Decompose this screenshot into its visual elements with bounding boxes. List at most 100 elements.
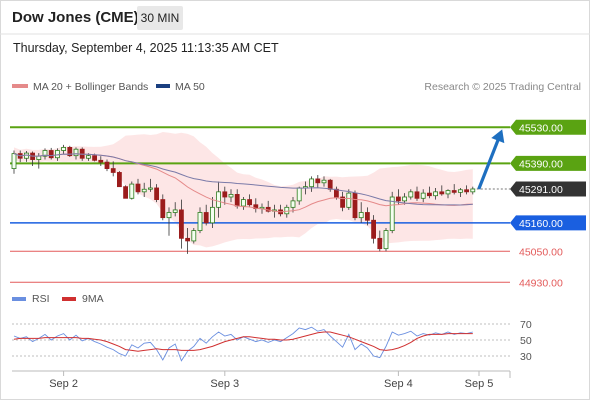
chart-header: Dow Jones (CME) 30 MIN (0, 0, 590, 34)
ma9-legend-swatch (62, 297, 76, 301)
x-tick-label: Sep 4 (384, 378, 413, 390)
candle-body (55, 150, 60, 159)
rsi-level-label: 70 (520, 319, 532, 331)
ma50-line (13, 153, 473, 206)
candle-body (364, 212, 370, 221)
candle-body (439, 191, 445, 195)
candle-body (383, 230, 389, 250)
candle-body (216, 191, 222, 208)
candle-body (166, 212, 172, 219)
candle-body (222, 191, 228, 198)
candle-body (61, 146, 66, 151)
candle-body (377, 237, 383, 250)
candle-body (160, 199, 166, 219)
candle-body (92, 155, 97, 161)
candle-body (67, 146, 73, 157)
rsi-level-label: 30 (520, 351, 532, 363)
candle-body (209, 206, 215, 224)
instrument-title: Dow Jones (CME) (12, 9, 139, 26)
candle-body (340, 196, 346, 208)
level-tags: 45530.00 45390.00 45291.00 45160.00 45050.00… (510, 119, 586, 289)
ma9-legend-label: 9MA (82, 293, 104, 305)
x-tick-label: Sep 3 (210, 378, 239, 390)
timeframe-badge[interactable]: 30 MIN (137, 6, 183, 30)
candle-body (129, 183, 135, 199)
level-tag-label: 44930.00 (519, 277, 563, 289)
candle-body (178, 209, 184, 239)
candle-body (191, 230, 197, 242)
candle-body (464, 189, 470, 193)
forecast-arrow-head (491, 129, 505, 144)
candle-body (457, 189, 463, 193)
candle-body (296, 187, 302, 202)
candle-body (104, 161, 110, 169)
ma50-legend-swatch (156, 84, 170, 88)
copyright-text: Research © 2025 Trading Central (424, 81, 581, 93)
candle-body (185, 237, 191, 242)
candle-body (147, 187, 153, 190)
candle-body (86, 155, 91, 159)
candle-body (42, 150, 48, 157)
candle-body (420, 192, 426, 199)
candle-body (284, 206, 290, 215)
candle-body (141, 188, 147, 193)
candle-body (426, 192, 432, 197)
candle-body (135, 183, 141, 193)
candle-body (73, 148, 79, 157)
candle-body (433, 191, 439, 197)
candle-body (358, 212, 364, 219)
candle-body (346, 192, 352, 208)
timestamp: Thursday, September 4, 2025 11:13:35 AM … (13, 41, 279, 55)
candle-body (228, 194, 234, 198)
candle-body (327, 179, 333, 190)
candle-body (333, 188, 339, 198)
candle-body (48, 150, 54, 159)
candle-body (117, 172, 122, 188)
rsi-line (13, 326, 473, 362)
level-tag-bg (510, 181, 586, 197)
candle-body (371, 219, 377, 239)
candle-body (203, 212, 209, 224)
price-levels (10, 126, 510, 283)
candle-body (352, 192, 358, 219)
level-tag-bg (510, 155, 586, 171)
bollinger-legend-label: MA 20 + Bollinger Bands (33, 81, 148, 93)
level-tag-label: 45160.00 (519, 218, 563, 230)
x-tick-label: Sep 5 (465, 378, 494, 390)
candle-body (197, 212, 203, 231)
level-tag-label: 45050.00 (519, 246, 563, 258)
level-tag-bg (510, 119, 586, 135)
candle-body (98, 159, 104, 163)
candle-body (110, 168, 116, 173)
rsi-legend-label: RSI (32, 293, 50, 305)
ma50-legend-label: MA 50 (175, 81, 205, 93)
level-tag-label: 45291.00 (519, 184, 563, 196)
candle-body (408, 191, 414, 198)
candle-body (11, 153, 17, 169)
candle-body (414, 191, 420, 199)
candle-body (315, 178, 321, 184)
candle-body (451, 190, 457, 193)
candle-body (389, 196, 395, 231)
candle-body (240, 199, 246, 207)
candle-body (172, 209, 178, 213)
level-tag-label: 45390.00 (519, 158, 563, 170)
forecast-arrow-shaft (477, 134, 502, 190)
x-tick-label: Sep 2 (49, 378, 78, 390)
rsi-ma9-line (13, 331, 473, 352)
candle-body (247, 199, 253, 206)
x-axis: Sep 2 Sep 3 Sep 4 Sep 5 (49, 371, 493, 390)
candle-body (395, 196, 401, 202)
level-tag-label: 45530.00 (519, 122, 563, 134)
candle-body (123, 186, 128, 199)
candle-body (234, 194, 240, 207)
candle-body (321, 179, 327, 184)
candle-body (402, 196, 408, 202)
bollinger-legend-swatch (12, 84, 28, 88)
level-tag-bg (510, 215, 586, 231)
moving-averages (13, 153, 473, 213)
candle-body (445, 190, 451, 195)
candle-body (290, 200, 296, 208)
candle-body (470, 188, 476, 193)
